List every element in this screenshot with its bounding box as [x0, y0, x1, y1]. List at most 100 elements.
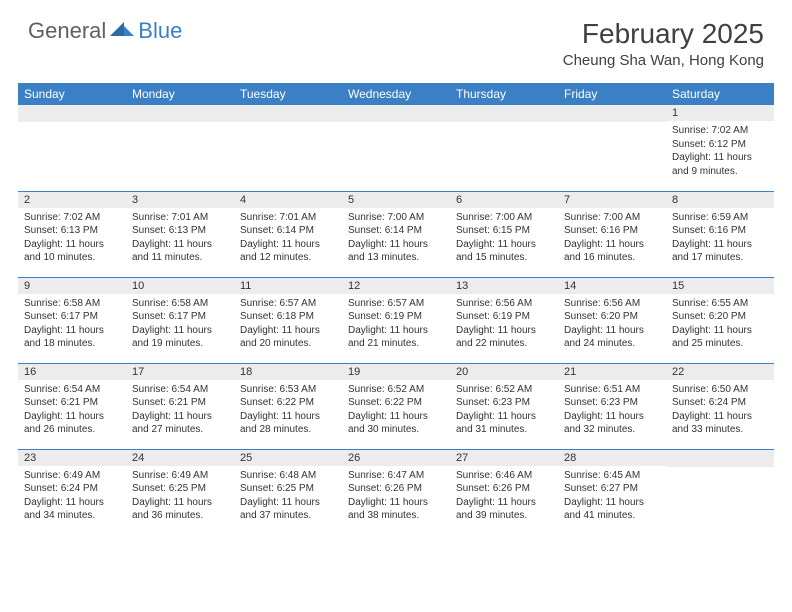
day-number: 14 [558, 278, 666, 294]
sunrise-line: Sunrise: 7:00 AM [456, 211, 552, 225]
day-number: 11 [234, 278, 342, 294]
day-body: Sunrise: 6:57 AMSunset: 6:19 PMDaylight:… [342, 294, 450, 355]
sunrise-line: Sunrise: 7:02 AM [24, 211, 120, 225]
sunset-line: Sunset: 6:17 PM [24, 310, 120, 324]
day-body: Sunrise: 6:48 AMSunset: 6:25 PMDaylight:… [234, 466, 342, 527]
daylight-line: Daylight: 11 hours and 17 minutes. [672, 238, 768, 265]
sunrise-line: Sunrise: 7:00 AM [348, 211, 444, 225]
day-body: Sunrise: 6:50 AMSunset: 6:24 PMDaylight:… [666, 380, 774, 441]
day-cell: 20Sunrise: 6:52 AMSunset: 6:23 PMDayligh… [450, 363, 558, 449]
sunrise-line: Sunrise: 6:49 AM [24, 469, 120, 483]
header: General Blue February 2025 Cheung Sha Wa… [0, 0, 792, 77]
sunset-line: Sunset: 6:26 PM [456, 482, 552, 496]
daylight-line: Daylight: 11 hours and 20 minutes. [240, 324, 336, 351]
day-cell: 3Sunrise: 7:01 AMSunset: 6:13 PMDaylight… [126, 191, 234, 277]
sunrise-line: Sunrise: 7:01 AM [132, 211, 228, 225]
sunrise-line: Sunrise: 6:59 AM [672, 211, 768, 225]
day-number: 5 [342, 192, 450, 208]
day-number: 4 [234, 192, 342, 208]
logo-triangle-icon [110, 20, 136, 43]
day-cell: 9Sunrise: 6:58 AMSunset: 6:17 PMDaylight… [18, 277, 126, 363]
day-cell [666, 449, 774, 535]
daylight-line: Daylight: 11 hours and 27 minutes. [132, 410, 228, 437]
day-body: Sunrise: 7:00 AMSunset: 6:15 PMDaylight:… [450, 208, 558, 269]
sunset-line: Sunset: 6:14 PM [240, 224, 336, 238]
day-number-empty [234, 105, 342, 122]
day-cell: 8Sunrise: 6:59 AMSunset: 6:16 PMDaylight… [666, 191, 774, 277]
day-cell [126, 105, 234, 191]
daylight-line: Daylight: 11 hours and 16 minutes. [564, 238, 660, 265]
week-row: 2Sunrise: 7:02 AMSunset: 6:13 PMDaylight… [18, 191, 774, 277]
sunrise-line: Sunrise: 6:54 AM [132, 383, 228, 397]
day-cell [342, 105, 450, 191]
sunset-line: Sunset: 6:27 PM [564, 482, 660, 496]
day-number: 3 [126, 192, 234, 208]
day-cell: 16Sunrise: 6:54 AMSunset: 6:21 PMDayligh… [18, 363, 126, 449]
day-body: Sunrise: 6:52 AMSunset: 6:23 PMDaylight:… [450, 380, 558, 441]
week-row: 16Sunrise: 6:54 AMSunset: 6:21 PMDayligh… [18, 363, 774, 449]
day-cell: 10Sunrise: 6:58 AMSunset: 6:17 PMDayligh… [126, 277, 234, 363]
sunset-line: Sunset: 6:19 PM [348, 310, 444, 324]
day-number-empty [18, 105, 126, 122]
day-body: Sunrise: 6:56 AMSunset: 6:19 PMDaylight:… [450, 294, 558, 355]
day-cell: 7Sunrise: 7:00 AMSunset: 6:16 PMDaylight… [558, 191, 666, 277]
daylight-line: Daylight: 11 hours and 34 minutes. [24, 496, 120, 523]
day-number-empty [342, 105, 450, 122]
title-block: February 2025 Cheung Sha Wan, Hong Kong [563, 18, 764, 69]
day-header: Friday [558, 83, 666, 105]
daylight-line: Daylight: 11 hours and 30 minutes. [348, 410, 444, 437]
daylight-line: Daylight: 11 hours and 33 minutes. [672, 410, 768, 437]
day-number: 19 [342, 364, 450, 380]
day-cell: 17Sunrise: 6:54 AMSunset: 6:21 PMDayligh… [126, 363, 234, 449]
logo: General Blue [28, 18, 182, 44]
sunrise-line: Sunrise: 6:56 AM [456, 297, 552, 311]
day-number: 28 [558, 450, 666, 466]
day-number: 10 [126, 278, 234, 294]
sunrise-line: Sunrise: 7:01 AM [240, 211, 336, 225]
sunrise-line: Sunrise: 6:55 AM [672, 297, 768, 311]
calendar-table: SundayMondayTuesdayWednesdayThursdayFrid… [18, 83, 774, 535]
daylight-line: Daylight: 11 hours and 15 minutes. [456, 238, 552, 265]
daylight-line: Daylight: 11 hours and 11 minutes. [132, 238, 228, 265]
sunset-line: Sunset: 6:16 PM [564, 224, 660, 238]
day-body: Sunrise: 7:01 AMSunset: 6:13 PMDaylight:… [126, 208, 234, 269]
sunrise-line: Sunrise: 6:53 AM [240, 383, 336, 397]
sunset-line: Sunset: 6:16 PM [672, 224, 768, 238]
day-cell [18, 105, 126, 191]
day-cell: 14Sunrise: 6:56 AMSunset: 6:20 PMDayligh… [558, 277, 666, 363]
day-cell: 6Sunrise: 7:00 AMSunset: 6:15 PMDaylight… [450, 191, 558, 277]
sunrise-line: Sunrise: 6:47 AM [348, 469, 444, 483]
day-number-empty [126, 105, 234, 122]
day-cell: 18Sunrise: 6:53 AMSunset: 6:22 PMDayligh… [234, 363, 342, 449]
daylight-line: Daylight: 11 hours and 38 minutes. [348, 496, 444, 523]
day-body: Sunrise: 6:49 AMSunset: 6:24 PMDaylight:… [18, 466, 126, 527]
day-cell: 24Sunrise: 6:49 AMSunset: 6:25 PMDayligh… [126, 449, 234, 535]
sunrise-line: Sunrise: 6:46 AM [456, 469, 552, 483]
daylight-line: Daylight: 11 hours and 19 minutes. [132, 324, 228, 351]
day-number: 16 [18, 364, 126, 380]
day-cell: 26Sunrise: 6:47 AMSunset: 6:26 PMDayligh… [342, 449, 450, 535]
daylight-line: Daylight: 11 hours and 12 minutes. [240, 238, 336, 265]
sunrise-line: Sunrise: 6:58 AM [24, 297, 120, 311]
week-row: 1Sunrise: 7:02 AMSunset: 6:12 PMDaylight… [18, 105, 774, 191]
sunrise-line: Sunrise: 6:51 AM [564, 383, 660, 397]
sunset-line: Sunset: 6:24 PM [672, 396, 768, 410]
day-cell: 27Sunrise: 6:46 AMSunset: 6:26 PMDayligh… [450, 449, 558, 535]
day-body: Sunrise: 6:55 AMSunset: 6:20 PMDaylight:… [666, 294, 774, 355]
day-cell: 5Sunrise: 7:00 AMSunset: 6:14 PMDaylight… [342, 191, 450, 277]
sunrise-line: Sunrise: 6:48 AM [240, 469, 336, 483]
sunset-line: Sunset: 6:18 PM [240, 310, 336, 324]
day-number: 22 [666, 364, 774, 380]
sunset-line: Sunset: 6:12 PM [672, 138, 768, 152]
day-cell: 13Sunrise: 6:56 AMSunset: 6:19 PMDayligh… [450, 277, 558, 363]
day-cell: 25Sunrise: 6:48 AMSunset: 6:25 PMDayligh… [234, 449, 342, 535]
day-cell [450, 105, 558, 191]
day-cell [558, 105, 666, 191]
day-header: Tuesday [234, 83, 342, 105]
day-cell: 23Sunrise: 6:49 AMSunset: 6:24 PMDayligh… [18, 449, 126, 535]
sunset-line: Sunset: 6:20 PM [672, 310, 768, 324]
sunset-line: Sunset: 6:17 PM [132, 310, 228, 324]
day-body: Sunrise: 7:00 AMSunset: 6:16 PMDaylight:… [558, 208, 666, 269]
day-number-empty [450, 105, 558, 122]
day-number: 21 [558, 364, 666, 380]
